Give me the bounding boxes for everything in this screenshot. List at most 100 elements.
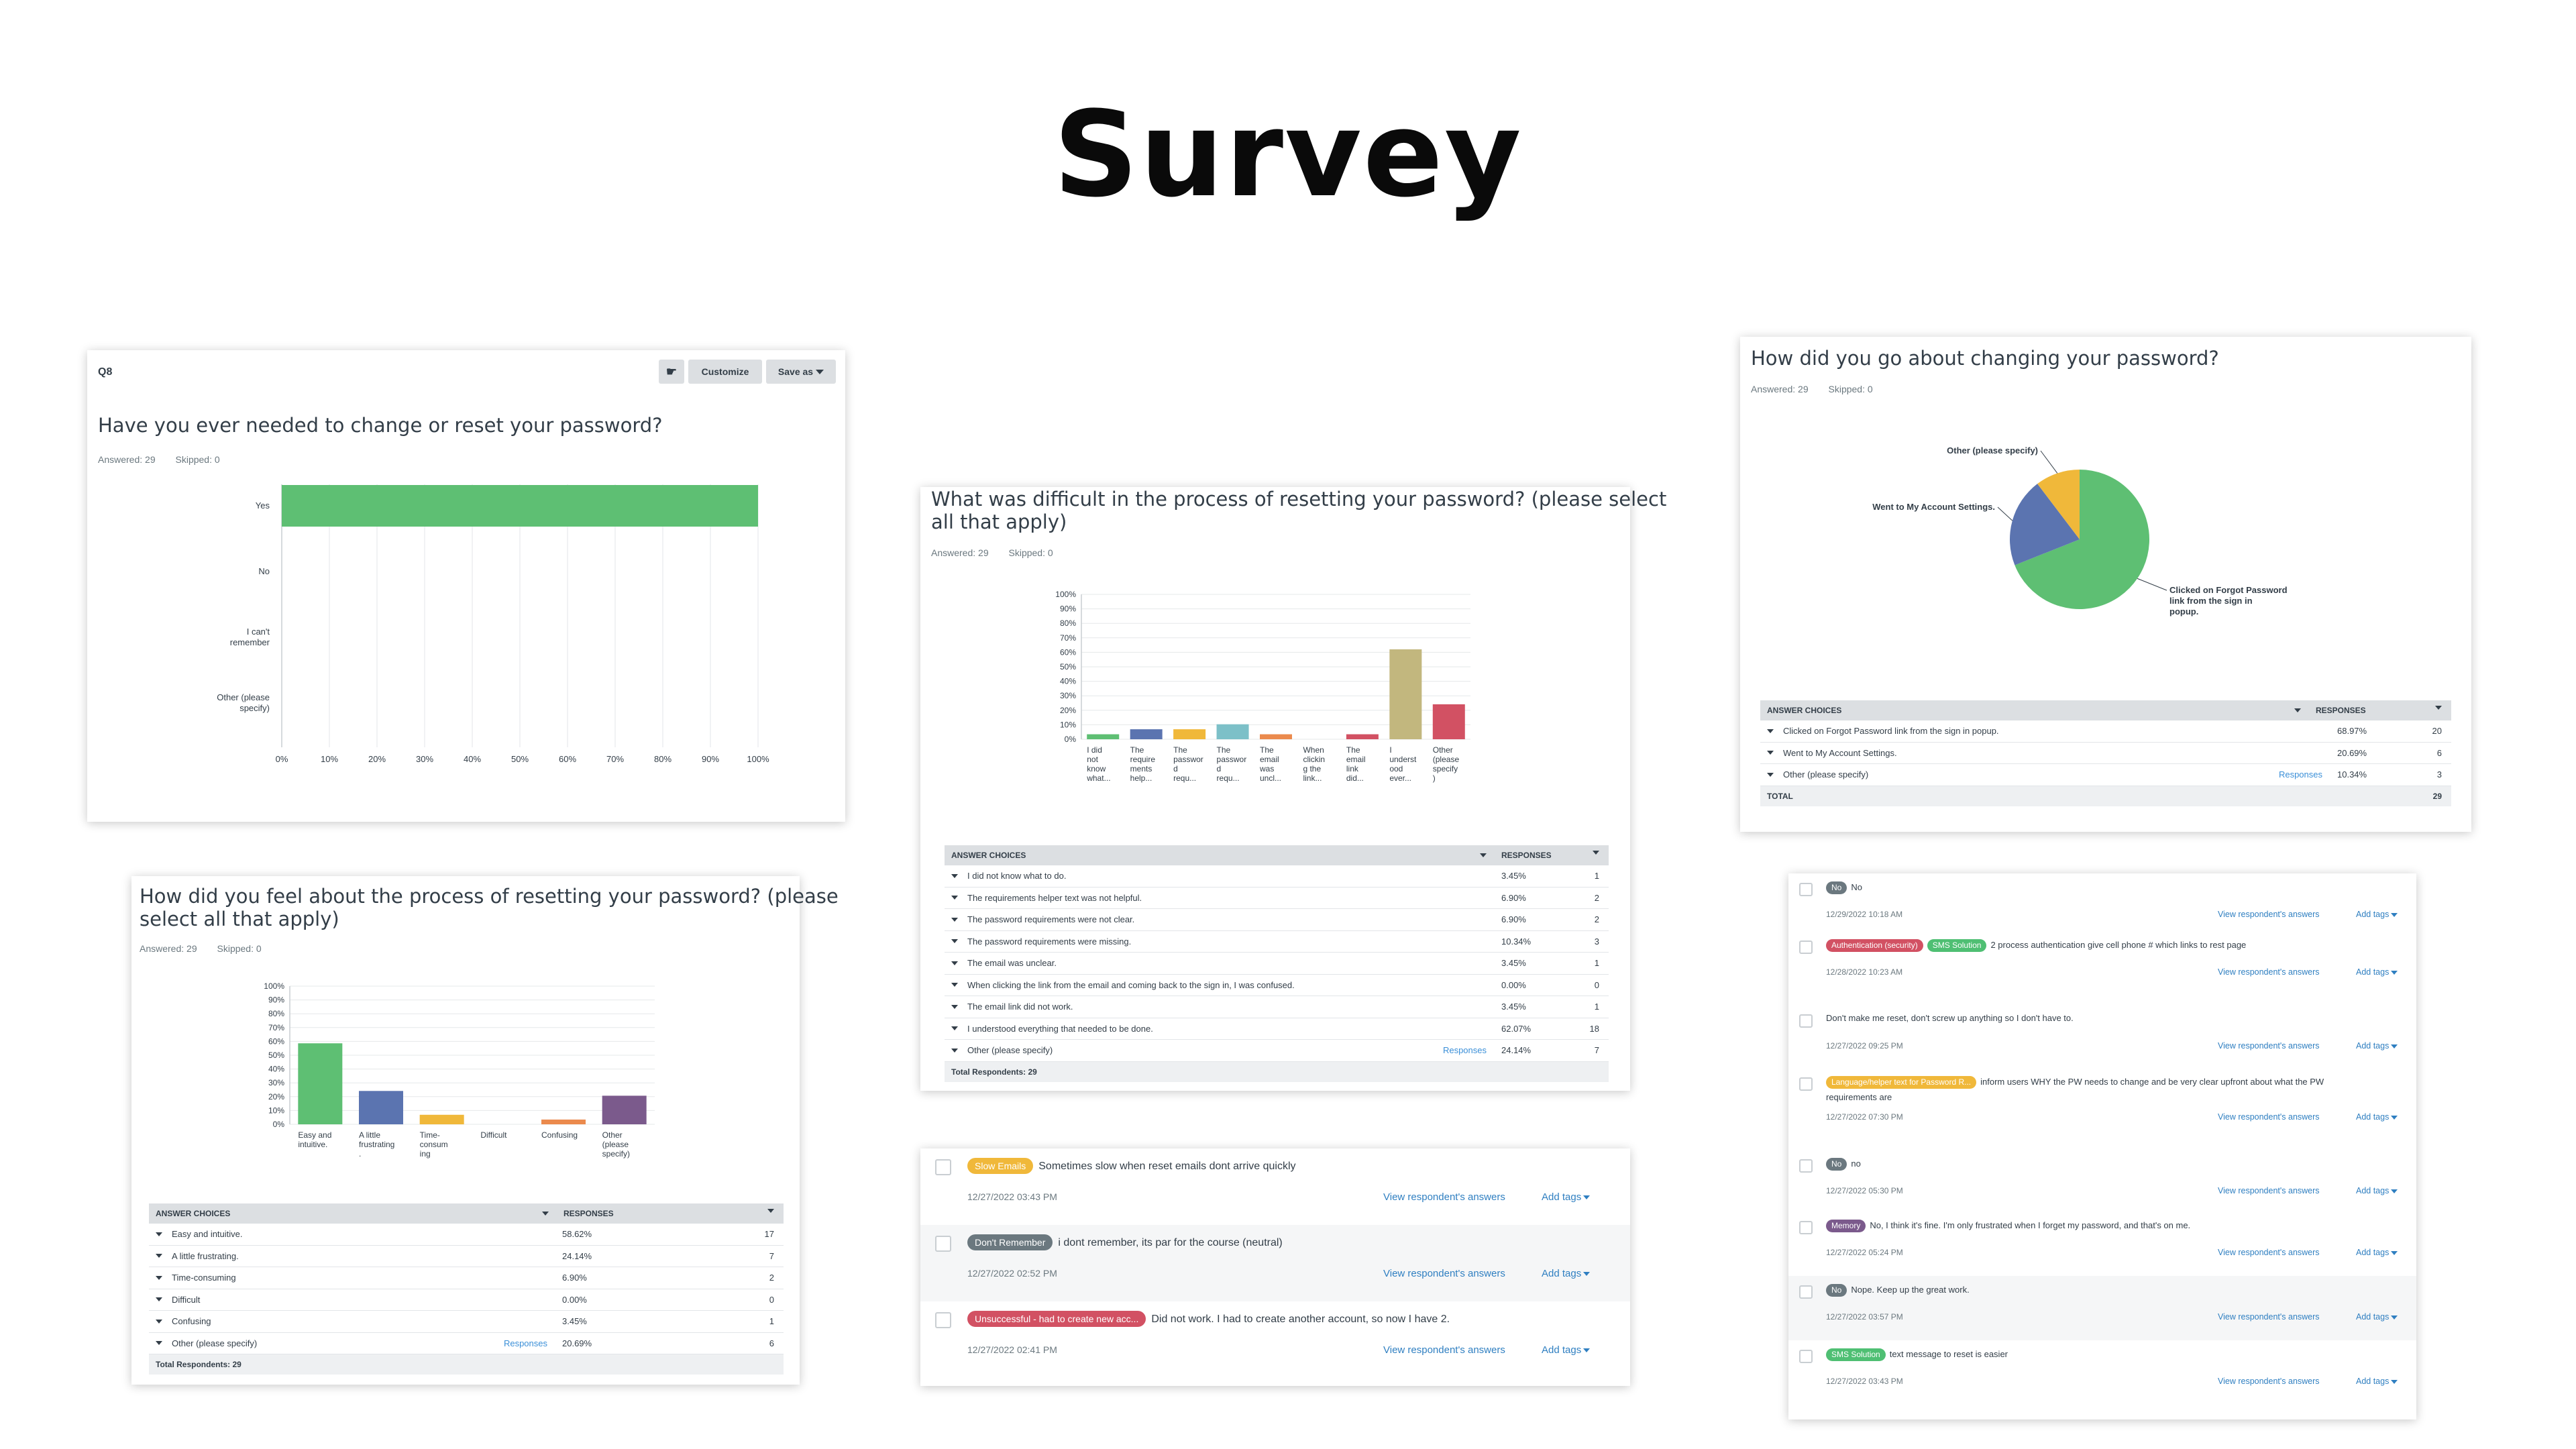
sort-caret-icon[interactable]	[2294, 708, 2301, 712]
response-tag[interactable]: SMS Solution	[1927, 939, 1987, 952]
table-row[interactable]: The password requirements were missing. 1…	[945, 931, 1609, 953]
add-tags-button[interactable]: Add tags	[2356, 1041, 2398, 1051]
table-row[interactable]: Clicked on Forgot Password link from the…	[1760, 720, 2451, 743]
expand-caret-icon[interactable]	[156, 1232, 162, 1236]
response-text: No	[1851, 882, 1862, 892]
x-tick-label: 100%	[747, 754, 769, 764]
view-answers-link[interactable]: View respondent's answers	[1383, 1191, 1505, 1203]
table-row[interactable]: The email link did not work. 3.45% 1	[945, 996, 1609, 1018]
expand-caret-icon[interactable]	[951, 1026, 958, 1031]
response-percent: 3.45%	[1501, 871, 1526, 881]
view-answers-link[interactable]: View respondent's answers	[2218, 1312, 2320, 1322]
add-tags-button[interactable]: Add tags	[1542, 1191, 1591, 1203]
table-row[interactable]: Other (please specify) Responses 20.69% 6	[149, 1333, 784, 1354]
responses-link[interactable]: Responses	[503, 1338, 547, 1348]
view-answers-link[interactable]: View respondent's answers	[2218, 1377, 2320, 1386]
view-answers-link[interactable]: View respondent's answers	[2218, 1041, 2320, 1051]
expand-caret-icon[interactable]	[156, 1319, 162, 1324]
response-count: 6	[2436, 747, 2442, 758]
expand-caret-icon[interactable]	[1767, 751, 1774, 755]
select-checkbox[interactable]	[1799, 1221, 1813, 1234]
expand-caret-icon[interactable]	[156, 1254, 162, 1258]
save-as-label: Save as	[777, 366, 814, 377]
table-row[interactable]: The email was unclear. 3.45% 1	[945, 953, 1609, 975]
table-row[interactable]: The requirements helper text was not hel…	[945, 888, 1609, 909]
add-tags-button[interactable]: Add tags	[2356, 1186, 2398, 1195]
add-tags-button[interactable]: Add tags	[1542, 1344, 1591, 1356]
view-answers-link[interactable]: View respondent's answers	[2218, 910, 2320, 919]
expand-caret-icon[interactable]	[951, 896, 958, 900]
table-row[interactable]: Other (please specify) Responses 24.14% 7	[945, 1040, 1609, 1062]
view-answers-link[interactable]: View respondent's answers	[2218, 1186, 2320, 1195]
sort-caret-icon[interactable]	[542, 1212, 549, 1216]
expand-caret-icon[interactable]	[1767, 772, 1774, 777]
add-tags-button[interactable]: Add tags	[2356, 967, 2398, 977]
table-row[interactable]: Confusing 3.45% 1	[149, 1311, 784, 1333]
response-tag[interactable]: Slow Emails	[967, 1158, 1034, 1174]
select-checkbox[interactable]	[1799, 1077, 1813, 1091]
add-tags-button[interactable]: Add tags	[1542, 1268, 1591, 1279]
add-tags-button[interactable]: Add tags	[2356, 1112, 2398, 1122]
table-row[interactable]: I did not know what to do. 3.45% 1	[945, 865, 1609, 888]
add-tags-button[interactable]: Add tags	[2356, 1377, 2398, 1386]
select-checkbox[interactable]	[1799, 1014, 1813, 1028]
select-checkbox[interactable]	[1799, 1350, 1813, 1363]
pin-button[interactable]: ☛	[659, 360, 684, 384]
response-tag[interactable]: No	[1826, 1158, 1847, 1171]
sort-caret-icon[interactable]	[1480, 853, 1487, 857]
view-answers-link[interactable]: View respondent's answers	[1383, 1344, 1505, 1356]
response-tag[interactable]: Unsuccessful - had to create new acc...	[967, 1311, 1146, 1327]
select-checkbox[interactable]	[1799, 1159, 1813, 1173]
expand-caret-icon[interactable]	[951, 873, 958, 878]
expand-caret-icon[interactable]	[951, 1004, 958, 1009]
expand-caret-icon[interactable]	[156, 1275, 162, 1280]
response-tag[interactable]: SMS Solution	[1826, 1348, 1886, 1361]
table-row[interactable]: I understood everything that needed to b…	[945, 1018, 1609, 1040]
response-tag[interactable]: Language/helper text for Password R...	[1826, 1076, 1977, 1089]
expand-caret-icon[interactable]	[951, 983, 958, 987]
select-checkbox[interactable]	[1799, 1285, 1813, 1299]
response-tag[interactable]: Don't Remember	[967, 1234, 1053, 1250]
view-answers-link[interactable]: View respondent's answers	[2218, 967, 2320, 977]
sort-caret-icon[interactable]	[767, 1209, 774, 1213]
sort-caret-icon[interactable]	[2435, 706, 2442, 710]
response-tag[interactable]: Authentication (security)	[1826, 939, 1923, 952]
response-percent: 24.14%	[1501, 1045, 1532, 1056]
response-tag[interactable]: No	[1826, 881, 1847, 894]
add-tags-button[interactable]: Add tags	[2356, 1312, 2398, 1322]
view-answers-link[interactable]: View respondent's answers	[1383, 1268, 1505, 1279]
select-checkbox[interactable]	[935, 1236, 951, 1252]
table-row[interactable]: When clicking the link from the email an…	[945, 975, 1609, 996]
select-checkbox[interactable]	[1799, 883, 1813, 896]
table-row[interactable]: Difficult 0.00% 0	[149, 1289, 784, 1311]
responses-link[interactable]: Responses	[2278, 769, 2322, 780]
expand-caret-icon[interactable]	[156, 1297, 162, 1302]
response-count: 7	[1594, 1045, 1599, 1056]
question-number: Q8	[98, 366, 113, 378]
table-row[interactable]: Other (please specify) Responses 10.34% 3	[1760, 764, 2451, 786]
response-tag[interactable]: No	[1826, 1284, 1847, 1297]
response-tag[interactable]: Memory	[1826, 1220, 1866, 1232]
add-tags-button[interactable]: Add tags	[2356, 1248, 2398, 1257]
table-row[interactable]: Time-consuming 6.90% 2	[149, 1267, 784, 1289]
expand-caret-icon[interactable]	[1767, 729, 1774, 733]
table-row[interactable]: Went to My Account Settings. 20.69% 6	[1760, 743, 2451, 764]
expand-caret-icon[interactable]	[951, 961, 958, 965]
expand-caret-icon[interactable]	[951, 1048, 958, 1053]
table-row[interactable]: Easy and intuitive. 58.62% 17	[149, 1224, 784, 1246]
select-checkbox[interactable]	[935, 1312, 951, 1328]
sort-caret-icon[interactable]	[1593, 851, 1599, 855]
table-row[interactable]: A little frustrating. 24.14% 7	[149, 1246, 784, 1267]
view-answers-link[interactable]: View respondent's answers	[2218, 1248, 2320, 1257]
select-checkbox[interactable]	[1799, 941, 1813, 954]
responses-link[interactable]: Responses	[1442, 1045, 1487, 1056]
select-checkbox[interactable]	[935, 1159, 951, 1175]
view-answers-link[interactable]: View respondent's answers	[2218, 1112, 2320, 1122]
customize-button[interactable]: Customize	[688, 360, 762, 384]
table-row[interactable]: The password requirements were not clear…	[945, 909, 1609, 931]
expand-caret-icon[interactable]	[156, 1341, 162, 1346]
save-as-button[interactable]: Save as	[766, 360, 836, 384]
expand-caret-icon[interactable]	[951, 939, 958, 944]
expand-caret-icon[interactable]	[951, 917, 958, 922]
add-tags-button[interactable]: Add tags	[2356, 910, 2398, 919]
